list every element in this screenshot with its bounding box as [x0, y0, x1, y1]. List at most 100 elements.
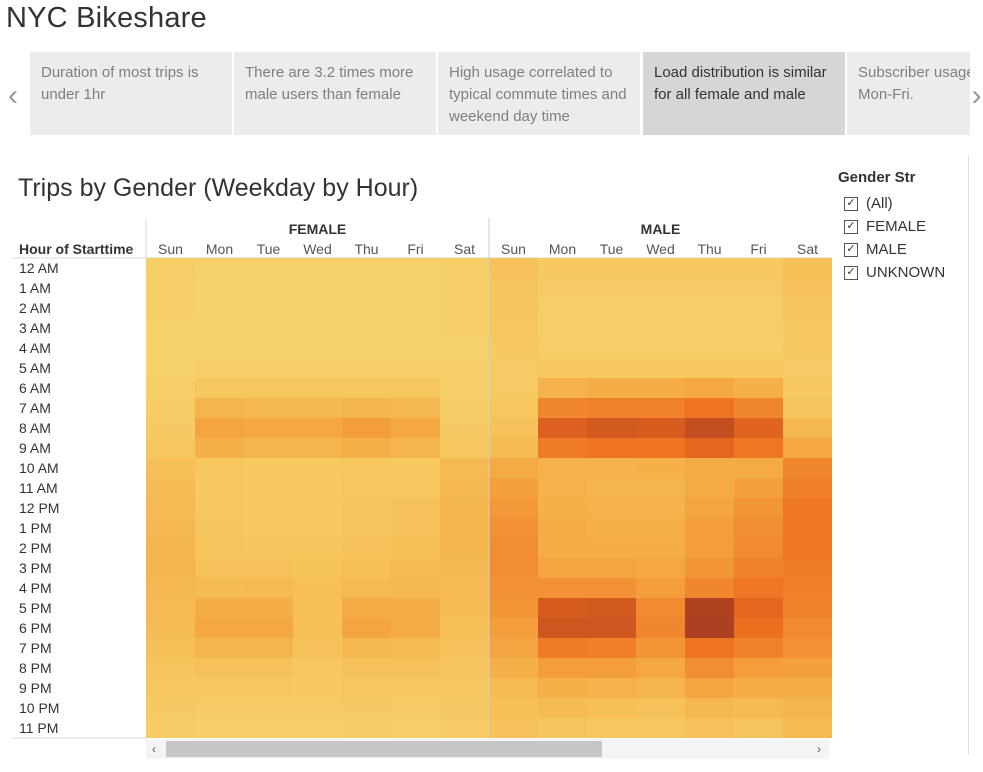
heatmap-cell — [685, 438, 734, 458]
heatmap-cell — [685, 298, 734, 318]
heatmap-cell — [195, 318, 244, 338]
story-next-button[interactable]: › — [970, 76, 983, 116]
column-label: Wed — [303, 241, 332, 257]
checkbox-checked-icon[interactable]: ✓ — [844, 242, 858, 257]
heatmap-cell — [489, 518, 538, 538]
story-point-2[interactable]: There are 3.2 times more male users than… — [234, 52, 436, 135]
heatmap-cell — [489, 338, 538, 358]
column-label: Thu — [697, 241, 721, 257]
row-label: 7 AM — [19, 400, 51, 416]
heatmap-cell — [734, 418, 783, 438]
story-point-4[interactable]: Load distribution is similar for all fem… — [643, 52, 845, 135]
heatmap-cell — [538, 338, 587, 358]
filter-option-male[interactable]: ✓ MALE — [838, 238, 968, 261]
heatmap-cell — [783, 378, 832, 398]
heatmap-cell — [587, 578, 636, 598]
heatmap-cell — [342, 718, 391, 738]
checkbox-checked-icon[interactable]: ✓ — [844, 219, 858, 234]
heatmap-cell — [489, 318, 538, 338]
filter-option-unknown[interactable]: ✓ UNKNOWN — [838, 261, 968, 284]
heatmap-cell — [587, 718, 636, 738]
heatmap-cell — [587, 518, 636, 538]
group-label-female: FEMALE — [289, 221, 347, 237]
filter-option-all[interactable]: ✓ (All) — [838, 192, 968, 215]
heatmap-cell — [391, 498, 440, 518]
heatmap-cell — [244, 278, 293, 298]
heatmap-cell — [342, 618, 391, 638]
heatmap-cell — [342, 438, 391, 458]
story-point-5[interactable]: Subscriber usage Mon-Fri. — [847, 52, 970, 135]
heatmap-cell — [195, 678, 244, 698]
row-label: 10 PM — [19, 700, 59, 716]
row-header: Hour of Starttime — [19, 241, 134, 257]
heatmap-cell — [538, 318, 587, 338]
scrollbar-thumb[interactable] — [166, 741, 602, 757]
heatmap-cell — [391, 278, 440, 298]
heatmap-cell — [587, 558, 636, 578]
heatmap-cell — [244, 358, 293, 378]
heatmap-cell — [293, 678, 342, 698]
filter-title: Gender Str — [838, 169, 916, 186]
heatmap-cell — [440, 598, 489, 618]
heatmap-cell — [342, 538, 391, 558]
filter-option-label: MALE — [866, 241, 907, 258]
heatmap-cell — [685, 598, 734, 618]
story-point-1[interactable]: Duration of most trips is under 1hr — [30, 52, 232, 135]
heatmap-cell — [587, 378, 636, 398]
heatmap-cell — [538, 578, 587, 598]
heatmap-cell — [587, 598, 636, 618]
heatmap-cell — [783, 258, 832, 278]
heatmap-cell — [489, 458, 538, 478]
row-label: 10 AM — [19, 460, 59, 476]
horizontal-scrollbar[interactable]: ‹ › — [146, 739, 829, 759]
heatmap-cell — [293, 318, 342, 338]
heatmap-cell — [244, 438, 293, 458]
row-label: 12 AM — [19, 260, 59, 276]
checkbox-checked-icon[interactable]: ✓ — [844, 265, 858, 280]
row-label: 12 PM — [19, 500, 59, 516]
heatmap-cell — [685, 678, 734, 698]
story-point-3[interactable]: High usage correlated to typical commute… — [438, 52, 640, 135]
heatmap-cell — [587, 438, 636, 458]
story-prev-button[interactable]: ‹ — [2, 76, 24, 116]
heatmap-cell — [195, 518, 244, 538]
heatmap-cell — [440, 298, 489, 318]
heatmap-cell — [489, 258, 538, 278]
checkbox-checked-icon[interactable]: ✓ — [844, 196, 858, 211]
heatmap-cell — [244, 298, 293, 318]
heatmap-cell — [440, 518, 489, 538]
heatmap-cell — [587, 278, 636, 298]
heatmap-cell — [391, 358, 440, 378]
heatmap-cell — [146, 298, 195, 318]
heatmap-cell — [685, 358, 734, 378]
heatmap-cell — [587, 258, 636, 278]
heatmap-cell — [636, 618, 685, 638]
story-navigator: Duration of most trips is under 1hr Ther… — [30, 52, 970, 135]
heatmap-cell — [734, 718, 783, 738]
heatmap-cell — [636, 718, 685, 738]
row-label: 2 PM — [19, 540, 52, 556]
sheet-divider — [968, 155, 969, 755]
scroll-right-arrow-icon[interactable]: › — [817, 742, 821, 756]
heatmap-cell — [146, 618, 195, 638]
heatmap-cell — [636, 698, 685, 718]
heatmap-cell — [440, 338, 489, 358]
heatmap-cell — [195, 718, 244, 738]
heatmap-cell — [342, 298, 391, 318]
heatmap-cell — [342, 478, 391, 498]
heatmap-cell — [734, 558, 783, 578]
heatmap-cell — [391, 598, 440, 618]
heatmap-cell — [293, 498, 342, 518]
heatmap-cell — [146, 258, 195, 278]
heatmap-cell — [636, 598, 685, 618]
heatmap-cell — [538, 478, 587, 498]
scroll-left-arrow-icon[interactable]: ‹ — [152, 742, 156, 756]
heatmap-cell — [391, 298, 440, 318]
heatmap-cell — [342, 358, 391, 378]
heatmap-cell — [587, 298, 636, 318]
heatmap-cell — [685, 418, 734, 438]
heatmap-cell — [734, 618, 783, 638]
heatmap-cell — [195, 658, 244, 678]
heatmap-cell — [195, 638, 244, 658]
filter-option-female[interactable]: ✓ FEMALE — [838, 215, 968, 238]
